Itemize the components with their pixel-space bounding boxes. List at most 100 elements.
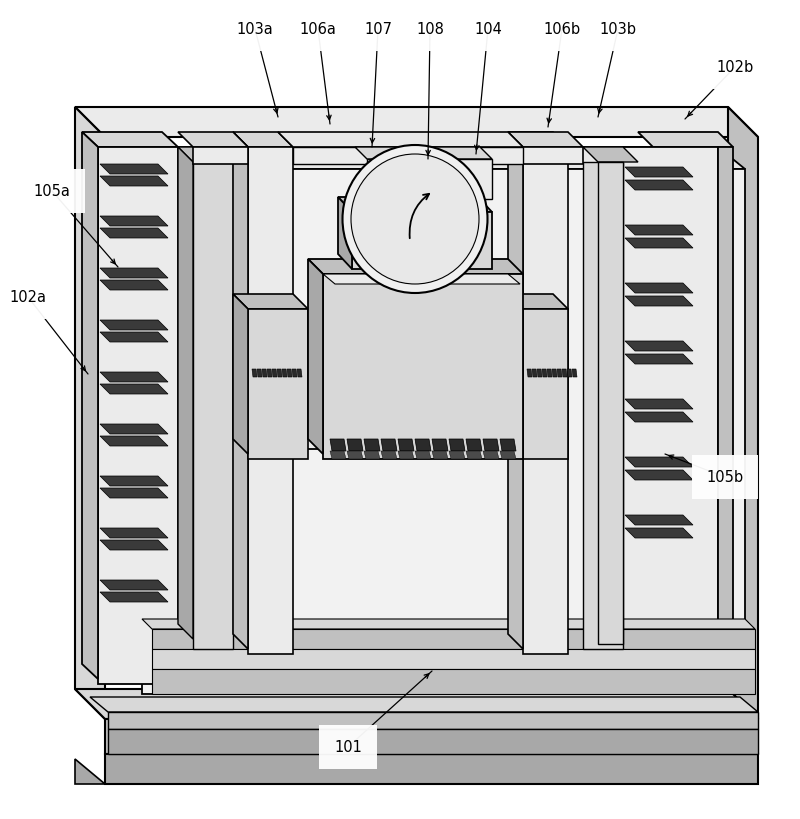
- Polygon shape: [532, 369, 537, 378]
- Polygon shape: [598, 163, 623, 645]
- Polygon shape: [100, 385, 168, 395]
- Polygon shape: [323, 274, 520, 285]
- Polygon shape: [178, 147, 233, 163]
- Polygon shape: [152, 629, 755, 649]
- Polygon shape: [625, 515, 693, 525]
- Text: 105b: 105b: [706, 470, 743, 485]
- Polygon shape: [352, 213, 492, 269]
- Polygon shape: [625, 458, 693, 468]
- Polygon shape: [500, 451, 516, 459]
- Polygon shape: [728, 108, 758, 719]
- Polygon shape: [557, 369, 562, 378]
- Ellipse shape: [351, 155, 479, 285]
- Polygon shape: [347, 440, 363, 451]
- Polygon shape: [178, 133, 248, 147]
- Text: 106a: 106a: [299, 22, 337, 38]
- Polygon shape: [625, 400, 693, 410]
- Polygon shape: [297, 369, 302, 378]
- Polygon shape: [272, 369, 277, 378]
- Polygon shape: [115, 147, 745, 170]
- Polygon shape: [100, 165, 168, 174]
- Polygon shape: [625, 528, 693, 538]
- Polygon shape: [718, 147, 733, 677]
- Text: 108: 108: [416, 22, 444, 38]
- Polygon shape: [415, 440, 431, 451]
- Polygon shape: [483, 451, 499, 459]
- Polygon shape: [278, 133, 523, 147]
- Polygon shape: [432, 440, 448, 451]
- Polygon shape: [623, 147, 718, 684]
- Polygon shape: [100, 477, 168, 486]
- Polygon shape: [508, 133, 568, 147]
- Text: 107: 107: [364, 22, 392, 38]
- Polygon shape: [625, 355, 693, 364]
- Polygon shape: [432, 451, 448, 459]
- Text: 105a: 105a: [34, 184, 70, 199]
- Polygon shape: [105, 754, 758, 784]
- Polygon shape: [368, 174, 380, 212]
- Polygon shape: [152, 649, 755, 669]
- Polygon shape: [248, 147, 293, 654]
- Polygon shape: [233, 295, 248, 455]
- Polygon shape: [547, 369, 552, 378]
- Polygon shape: [330, 451, 346, 459]
- Polygon shape: [257, 369, 262, 378]
- Polygon shape: [248, 387, 538, 402]
- Polygon shape: [508, 133, 583, 147]
- Polygon shape: [381, 451, 397, 459]
- Polygon shape: [152, 669, 755, 695]
- Polygon shape: [142, 619, 755, 629]
- Polygon shape: [100, 424, 168, 434]
- Polygon shape: [82, 133, 178, 147]
- Polygon shape: [75, 108, 105, 719]
- Polygon shape: [415, 451, 431, 459]
- Polygon shape: [252, 369, 257, 378]
- Polygon shape: [483, 440, 499, 451]
- Polygon shape: [100, 541, 168, 550]
- Ellipse shape: [342, 146, 487, 294]
- Polygon shape: [100, 528, 168, 538]
- Polygon shape: [100, 217, 168, 227]
- Polygon shape: [583, 163, 623, 649]
- Polygon shape: [100, 437, 168, 446]
- Polygon shape: [100, 592, 168, 602]
- Polygon shape: [567, 369, 572, 378]
- Polygon shape: [108, 729, 758, 754]
- Text: 102a: 102a: [10, 290, 46, 305]
- Polygon shape: [248, 310, 308, 459]
- Polygon shape: [142, 170, 745, 695]
- Polygon shape: [338, 197, 352, 269]
- Polygon shape: [100, 177, 168, 187]
- Polygon shape: [100, 281, 168, 291]
- Polygon shape: [233, 295, 308, 310]
- Polygon shape: [625, 181, 693, 191]
- Polygon shape: [625, 296, 693, 306]
- Polygon shape: [523, 147, 583, 165]
- Polygon shape: [263, 402, 538, 450]
- Polygon shape: [355, 147, 492, 160]
- Polygon shape: [193, 163, 233, 649]
- Polygon shape: [75, 689, 758, 719]
- Polygon shape: [542, 369, 547, 378]
- Polygon shape: [466, 440, 482, 451]
- Polygon shape: [100, 229, 168, 238]
- Polygon shape: [449, 440, 465, 451]
- Polygon shape: [449, 451, 465, 459]
- Text: 102b: 102b: [716, 61, 754, 75]
- Polygon shape: [100, 269, 168, 278]
- Polygon shape: [277, 369, 282, 378]
- Polygon shape: [367, 160, 492, 200]
- Polygon shape: [82, 133, 98, 679]
- Polygon shape: [398, 440, 414, 451]
- Polygon shape: [508, 295, 568, 310]
- Polygon shape: [523, 147, 568, 654]
- Text: 103b: 103b: [599, 22, 637, 38]
- Polygon shape: [625, 342, 693, 351]
- Polygon shape: [508, 295, 523, 455]
- Polygon shape: [233, 133, 293, 147]
- Polygon shape: [330, 440, 346, 451]
- Polygon shape: [75, 108, 758, 138]
- Polygon shape: [625, 470, 693, 481]
- Polygon shape: [625, 283, 693, 294]
- Polygon shape: [583, 147, 638, 163]
